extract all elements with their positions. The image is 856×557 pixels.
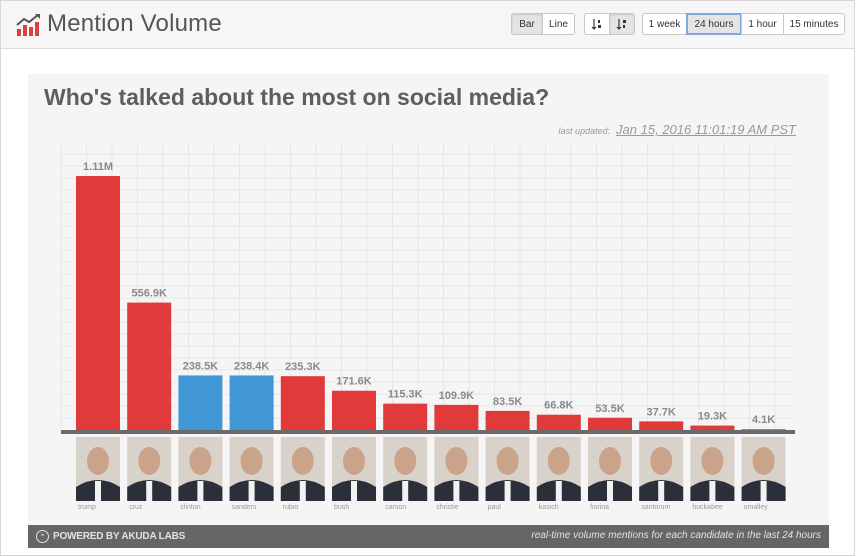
- header-bar: Mention Volume Bar Line 1 week 24 hours …: [1, 1, 854, 49]
- portrait-shirt: [95, 481, 101, 501]
- bar-santorum: [639, 421, 684, 430]
- bar-christie: [434, 404, 479, 430]
- last-updated: last updated: Jan 15, 2016 11:01:19 AM PS…: [559, 122, 797, 137]
- time-range-toggle: 1 week 24 hours 1 hour 15 minutes: [642, 13, 845, 35]
- portrait-shirt: [197, 481, 204, 501]
- tick-label-rubio: rubio: [283, 504, 299, 511]
- bar-chart: 1.11M trump 556.9K cruz 238.5K clinton 238.4K s…: [60, 144, 795, 511]
- range-1-week-button[interactable]: 1 week: [642, 13, 687, 35]
- tick-label-paul: paul: [488, 504, 502, 511]
- tick-label-bush: bush: [334, 504, 349, 511]
- portrait-shirt: [146, 481, 153, 501]
- data-label-santorum: 37.7K: [647, 406, 676, 418]
- tick-label-santorum: santorum: [641, 504, 670, 511]
- data-label-clinton: 238.5K: [183, 360, 219, 372]
- sort-toggle: [584, 13, 635, 35]
- portrait-shirt: [453, 481, 460, 501]
- data-label-carson: 115.3K: [388, 389, 423, 401]
- portrait-shirt: [299, 481, 306, 501]
- chart-title: Who's talked about the most on social me…: [44, 84, 550, 110]
- portrait-face: [496, 447, 519, 475]
- tick-label-kasich: kasich: [539, 504, 559, 511]
- data-label-bush: 171.6K: [336, 376, 372, 388]
- bar-paul: [485, 410, 530, 430]
- footer-bar: ⌃ POWERED BY AKUDA LABS real-time volume…: [28, 525, 829, 548]
- bar-huckabee: [690, 425, 735, 430]
- data-label-fiorina: 53.5K: [595, 403, 624, 415]
- data-label-trump: 1.11M: [83, 161, 113, 173]
- powered-by-text: POWERED BY AKUDA LABS: [53, 531, 186, 542]
- tick-label-trump: trump: [78, 504, 96, 511]
- portrait-face: [87, 447, 109, 475]
- tick-label-sanders: sanders: [232, 504, 257, 511]
- portrait-shirt: [351, 481, 357, 501]
- x-axis-baseline: [61, 430, 795, 434]
- bar-kasich: [536, 414, 581, 430]
- powered-by[interactable]: ⌃ POWERED BY AKUDA LABS: [36, 530, 185, 543]
- data-label-kasich: 66.8K: [544, 400, 573, 412]
- range-1-hour-button[interactable]: 1 hour: [741, 13, 784, 35]
- bar-omalley: [741, 429, 786, 430]
- last-updated-label: last updated:: [558, 126, 611, 136]
- portrait-face: [138, 447, 161, 475]
- last-updated-timestamp[interactable]: Jan 15, 2016 11:01:19 AM PST: [616, 122, 796, 137]
- tick-label-carson: carson: [385, 504, 406, 511]
- portrait-face: [547, 447, 570, 475]
- portrait-face: [291, 447, 314, 475]
- data-label-huckabee: 19.3K: [698, 411, 727, 423]
- range-15-minutes-button[interactable]: 15 minutes: [783, 13, 845, 35]
- app-title: Mention Volume: [47, 10, 222, 37]
- sort-ascending-button[interactable]: [584, 13, 610, 35]
- portrait-shirt: [248, 481, 255, 501]
- bar-cruz: [127, 302, 172, 430]
- portrait-face: [189, 447, 212, 475]
- portrait-face: [650, 447, 673, 475]
- tick-label-fiorina: fiorina: [590, 504, 609, 511]
- portrait-shirt: [555, 481, 562, 501]
- bar-sanders: [229, 375, 274, 430]
- portrait-face: [445, 447, 468, 475]
- data-label-cruz: 556.9K: [131, 288, 167, 300]
- portrait-face: [752, 447, 775, 475]
- portrait-shirt: [402, 481, 409, 501]
- bar-bush: [332, 390, 376, 430]
- portrait-face: [599, 447, 621, 475]
- portrait-face: [394, 447, 417, 475]
- tick-label-omalley: omalley: [744, 504, 769, 511]
- portrait-face: [701, 447, 724, 475]
- footer-note: real-time volume mentions for each candi…: [531, 530, 821, 541]
- chart-type-toggle: Bar Line: [511, 13, 575, 35]
- tick-label-huckabee: huckabee: [692, 504, 722, 511]
- portrait-shirt: [504, 481, 511, 501]
- bar-rubio: [280, 376, 325, 430]
- data-label-sanders: 238.4K: [234, 360, 270, 372]
- sort-descending-icon: [616, 19, 626, 30]
- bar-carson: [383, 403, 428, 430]
- tick-label-clinton: clinton: [180, 504, 200, 511]
- portrait-shirt: [709, 481, 716, 501]
- portrait-face: [343, 447, 365, 475]
- portrait-shirt: [658, 481, 665, 501]
- data-label-paul: 83.5K: [493, 396, 522, 408]
- bar-button[interactable]: Bar: [511, 13, 543, 35]
- bar-chart-trend-icon: [16, 14, 40, 36]
- portrait-face: [240, 447, 263, 475]
- bar-fiorina: [588, 417, 632, 430]
- data-label-omalley: 4.1K: [752, 414, 775, 426]
- range-24-hours-button[interactable]: 24 hours: [686, 13, 742, 35]
- portrait-shirt: [607, 481, 613, 501]
- chevron-up-icon: ⌃: [36, 530, 49, 543]
- bar-clinton: [178, 375, 223, 430]
- tick-label-christie: christie: [436, 504, 458, 511]
- sort-descending-button[interactable]: [609, 13, 635, 35]
- tick-label-cruz: cruz: [129, 504, 143, 511]
- data-label-christie: 109.9K: [439, 390, 475, 402]
- portrait-shirt: [760, 481, 767, 501]
- line-button[interactable]: Line: [542, 13, 575, 35]
- bar-trump: [76, 176, 120, 430]
- data-label-rubio: 235.3K: [285, 361, 321, 373]
- sort-ascending-icon: [591, 19, 601, 30]
